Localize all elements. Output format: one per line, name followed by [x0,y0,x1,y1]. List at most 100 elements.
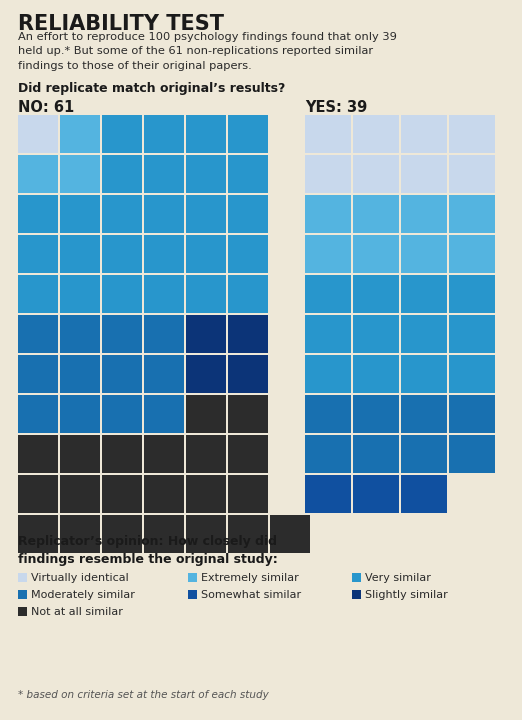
Bar [102,395,142,433]
Bar [102,435,142,473]
Bar [353,315,399,353]
Bar [18,315,58,353]
Bar [144,155,184,193]
Bar [305,195,351,233]
Text: Extremely similar: Extremely similar [201,573,299,583]
Bar [353,475,399,513]
Bar [186,435,226,473]
Bar [228,275,268,313]
Bar [401,355,447,393]
Bar [60,115,100,153]
Bar [228,515,268,553]
Bar [305,475,351,513]
Bar [186,355,226,393]
Bar [353,435,399,473]
Bar [188,573,197,582]
Bar [228,155,268,193]
Text: YES: 39: YES: 39 [305,100,367,115]
Bar [352,590,361,599]
Bar [186,315,226,353]
Bar [353,235,399,273]
Text: NO: 61: NO: 61 [18,100,74,115]
Bar [102,515,142,553]
Bar [449,315,495,353]
Bar [60,235,100,273]
Bar [449,235,495,273]
Bar [449,395,495,433]
Text: * based on criteria set at the start of each study: * based on criteria set at the start of … [18,690,269,700]
Bar [353,195,399,233]
Bar [305,115,351,153]
Bar [401,435,447,473]
Bar [228,475,268,513]
Bar [102,235,142,273]
Text: Not at all similar: Not at all similar [31,607,123,617]
Bar [449,115,495,153]
Text: Virtually identical: Virtually identical [31,573,129,583]
Bar [60,355,100,393]
Bar [228,395,268,433]
Bar [60,435,100,473]
Bar [18,607,27,616]
Bar [102,195,142,233]
Bar [353,155,399,193]
Bar [352,573,361,582]
Bar [60,195,100,233]
Bar [186,475,226,513]
Bar [60,155,100,193]
Bar [449,355,495,393]
Text: Somewhat similar: Somewhat similar [201,590,301,600]
Bar [353,395,399,433]
Bar [102,355,142,393]
Bar [186,115,226,153]
Bar [102,275,142,313]
Bar [18,475,58,513]
Bar [305,235,351,273]
Bar [144,355,184,393]
Bar [18,355,58,393]
Bar [18,435,58,473]
Bar [18,155,58,193]
Text: Did replicate match original’s results?: Did replicate match original’s results? [18,82,286,95]
Bar [353,115,399,153]
Bar [186,395,226,433]
Bar [401,115,447,153]
Text: Slightly similar: Slightly similar [365,590,448,600]
Bar [102,315,142,353]
Bar [60,515,100,553]
Bar [60,475,100,513]
Bar [353,275,399,313]
Bar [18,235,58,273]
Bar [305,155,351,193]
Bar [401,475,447,513]
Bar [18,115,58,153]
Bar [18,275,58,313]
Bar [144,315,184,353]
Bar [401,395,447,433]
Bar [60,395,100,433]
Bar [186,195,226,233]
Bar [102,155,142,193]
Text: Moderately similar: Moderately similar [31,590,135,600]
Bar [353,355,399,393]
Bar [305,435,351,473]
Bar [186,275,226,313]
Bar [401,315,447,353]
Bar [228,195,268,233]
Bar [186,515,226,553]
Bar [228,235,268,273]
Bar [102,475,142,513]
Bar [144,515,184,553]
Bar [228,355,268,393]
Text: Very similar: Very similar [365,573,431,583]
Bar [449,435,495,473]
Bar [305,275,351,313]
Bar [18,590,27,599]
Text: RELIABILITY TEST: RELIABILITY TEST [18,14,224,34]
Bar [60,275,100,313]
Bar [228,115,268,153]
Bar [228,315,268,353]
Bar [449,195,495,233]
Bar [102,115,142,153]
Bar [228,435,268,473]
